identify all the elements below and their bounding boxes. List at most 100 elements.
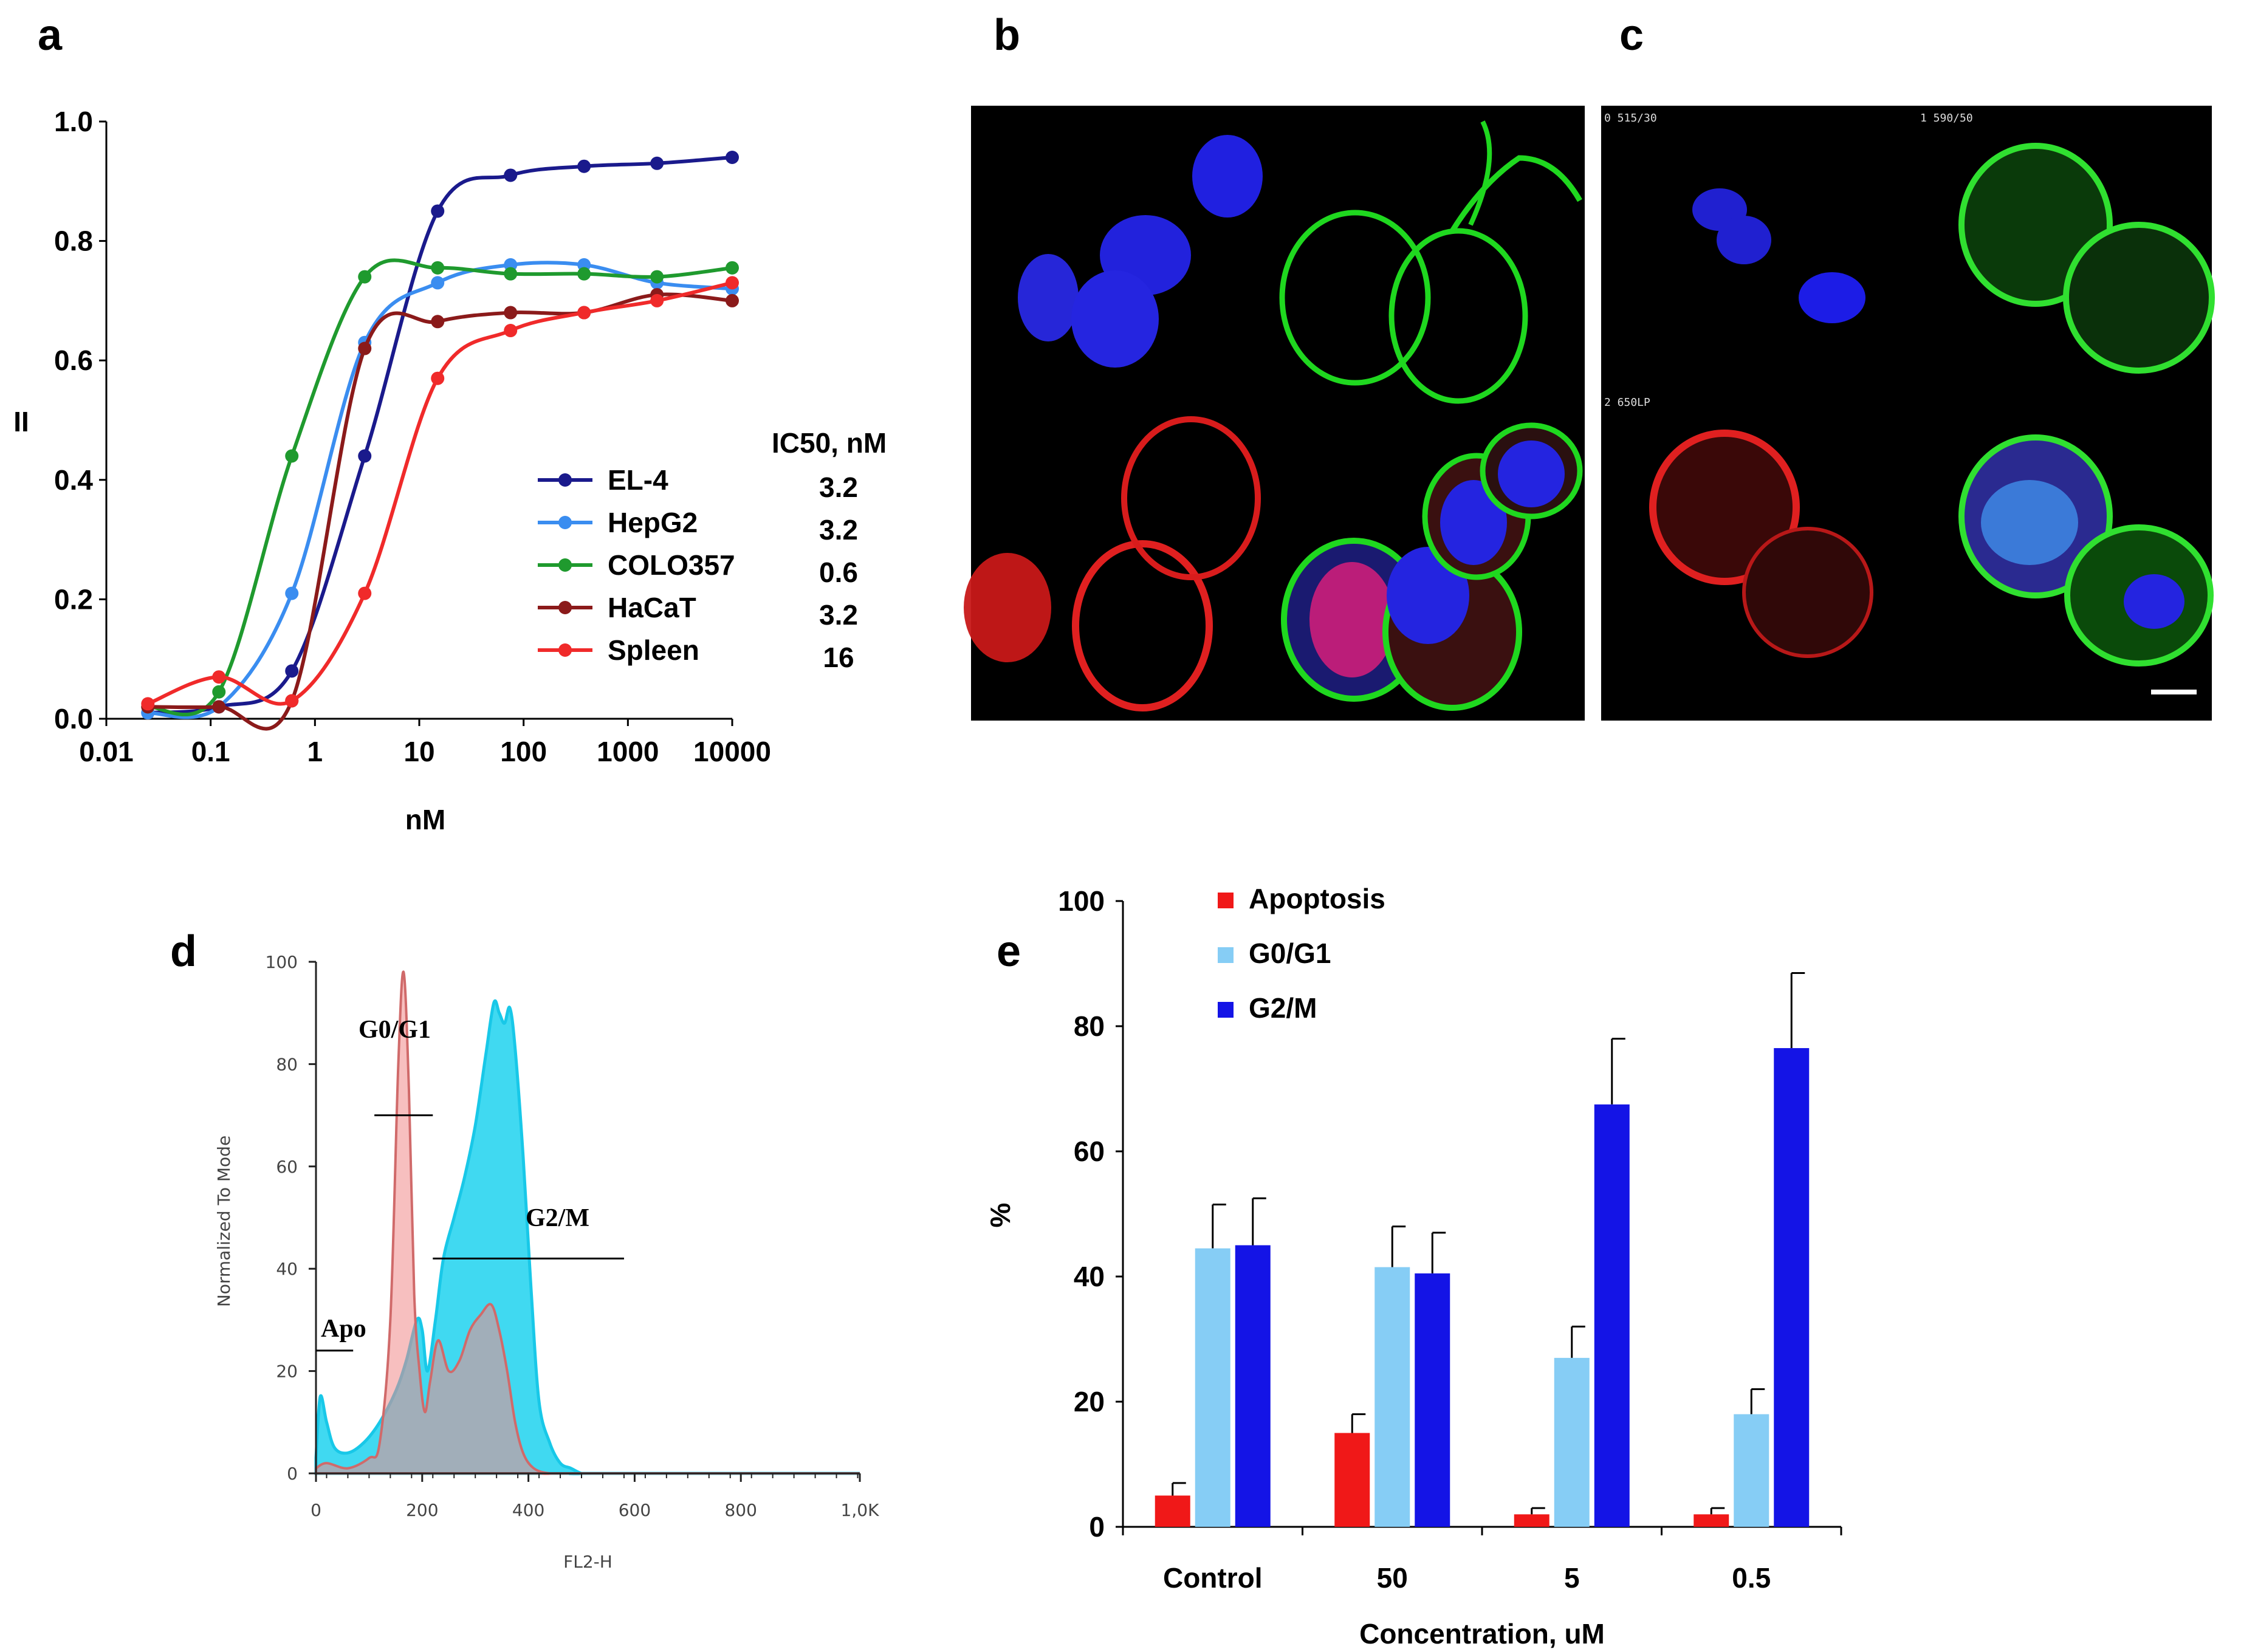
red-cell	[1742, 527, 1873, 658]
data-point	[504, 168, 518, 182]
bar	[1235, 1245, 1271, 1527]
ic50-value: 3.2	[819, 514, 858, 546]
data-point	[726, 293, 739, 307]
legend-label: HepG2	[608, 507, 698, 538]
bar	[1694, 1514, 1729, 1527]
histogram-control	[315, 970, 860, 1475]
data-point	[285, 449, 299, 463]
y-tick-label: 0.0	[54, 703, 93, 735]
x-tick-label: 200	[406, 1500, 438, 1520]
y-tick-label: 0.4	[54, 464, 93, 496]
data-point	[358, 449, 372, 463]
data-point	[431, 315, 445, 329]
membrane-ring	[1279, 210, 1431, 386]
y-tick-label: 20	[1074, 1386, 1105, 1417]
x-tick-label: 800	[724, 1500, 757, 1520]
y-tick-label: 60	[276, 1157, 298, 1177]
ic50-value: 3.2	[819, 471, 858, 503]
y-tick-label: 100	[1058, 885, 1105, 917]
legend-swatch-marker	[558, 516, 572, 529]
data-point	[212, 685, 226, 699]
x-tick-label: 0	[311, 1500, 321, 1520]
red-cell	[1649, 430, 1800, 585]
category-label: 5	[1564, 1562, 1580, 1594]
series-line	[148, 261, 733, 719]
legend-swatch-marker	[558, 558, 572, 572]
dose-response-chart: 0.0 0.2 0.4 0.6 0.8 1.0 0.01 0.1 1 10 100 1000 10000…	[13, 106, 887, 835]
data-point	[504, 324, 518, 338]
panel-letter-e: e	[997, 927, 1021, 976]
scale-bar	[2151, 690, 2197, 694]
y-tick-label: 80	[276, 1054, 298, 1074]
bar	[1155, 1495, 1190, 1527]
data-point	[285, 694, 299, 708]
legend-label: HaCaT	[608, 592, 696, 623]
y-tick-label: 20	[276, 1362, 298, 1382]
x-tick-label: 100	[500, 736, 547, 767]
annotation-g0g1: G0/G1	[359, 1016, 431, 1044]
bar	[1594, 1104, 1630, 1527]
nucleus-blob	[1799, 272, 1865, 323]
data-point	[431, 261, 445, 275]
series-line	[147, 258, 733, 717]
red-ring	[1121, 416, 1261, 580]
data-point	[726, 150, 739, 164]
legend-swatch-marker	[558, 601, 572, 614]
data-point	[650, 293, 664, 307]
bar	[1415, 1273, 1450, 1527]
histogram-treated	[314, 999, 860, 1476]
x-axis-title: FL2-H	[563, 1552, 613, 1572]
microscopy-panel-c: 0 515/30 1 590/50 2 650LP	[1601, 106, 2215, 721]
x-tick-label: 0.1	[191, 736, 230, 767]
channel-label-red: 2 650LP	[1604, 396, 1650, 409]
red-cell	[964, 553, 1051, 662]
data-point	[212, 670, 226, 684]
bar	[1514, 1514, 1549, 1527]
red-ring	[1072, 540, 1213, 711]
x-tick-label: 10000	[693, 736, 771, 767]
panel-letter-d: d	[170, 927, 197, 976]
nucleus-blob	[1071, 270, 1159, 368]
data-point	[141, 697, 155, 711]
ic50-header: IC50, nM	[772, 427, 887, 459]
series-line	[148, 292, 733, 731]
y-tick-label: 80	[1074, 1010, 1105, 1042]
data-point	[726, 276, 739, 290]
bar	[1774, 1048, 1810, 1527]
legend-label: Apoptosis	[1249, 883, 1385, 914]
y-tick-label: 0	[1089, 1511, 1105, 1543]
x-tick-label: 1	[307, 736, 323, 767]
x-axis-title: nM	[405, 804, 445, 835]
nucleus-blob	[1192, 135, 1263, 218]
category-label: 50	[1377, 1562, 1408, 1594]
data-point	[726, 261, 739, 275]
ic50-value: 3.2	[819, 599, 858, 631]
data-point	[358, 586, 372, 600]
ic50-value: 16	[823, 642, 854, 673]
legend-swatch	[1218, 1002, 1234, 1018]
legend-label: G0/G1	[1249, 937, 1331, 969]
bar	[1554, 1357, 1590, 1527]
data-point	[650, 270, 664, 284]
y-axis-title: Normalized To Mode	[214, 1136, 234, 1307]
x-axis-title: Concentration, uM	[1359, 1618, 1605, 1650]
x-tick-label: 600	[619, 1500, 651, 1520]
membrane-ring	[1388, 228, 1528, 404]
y-tick-label: 40	[1074, 1261, 1105, 1292]
data-point	[212, 700, 226, 714]
channel-label-blue: 0 515/30	[1604, 112, 1657, 125]
x-tick-label: 0.01	[79, 736, 134, 767]
nucleus-blob	[1717, 216, 1771, 264]
microscopy-panel-b	[964, 106, 1585, 721]
legend-swatch	[1218, 947, 1234, 963]
data-point	[431, 204, 445, 218]
y-tick-label: 1.0	[54, 106, 93, 137]
panel-letter-a: a	[38, 11, 63, 60]
legend-swatch-marker	[558, 473, 572, 487]
category-label: Control	[1163, 1562, 1263, 1594]
x-tick-label: 1000	[597, 736, 659, 767]
x-tick-label: 1,0K	[841, 1500, 880, 1520]
data-point	[358, 270, 372, 284]
data-point	[431, 276, 445, 290]
series-line	[147, 281, 733, 706]
